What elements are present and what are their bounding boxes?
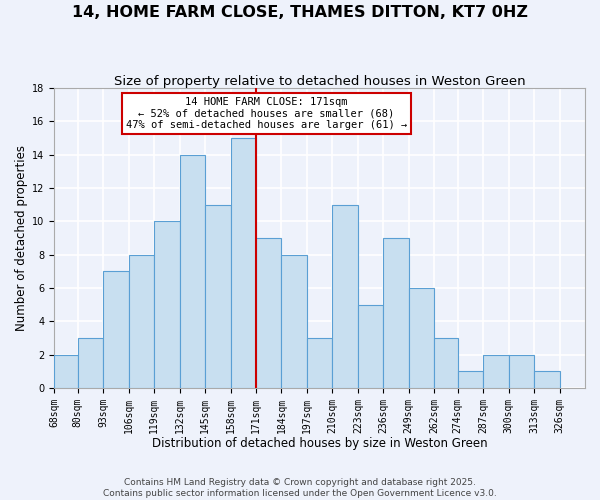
Bar [409,288,434,388]
Bar [509,354,534,388]
Bar [458,371,483,388]
Bar [358,304,383,388]
Bar [154,222,179,388]
Title: Size of property relative to detached houses in Weston Green: Size of property relative to detached ho… [114,75,526,88]
X-axis label: Distribution of detached houses by size in Weston Green: Distribution of detached houses by size … [152,437,487,450]
Bar [434,338,458,388]
Bar [103,271,128,388]
Bar [307,338,332,388]
Bar [179,154,205,388]
Bar [230,138,256,388]
Bar [128,254,154,388]
Bar [383,238,409,388]
Text: Contains HM Land Registry data © Crown copyright and database right 2025.
Contai: Contains HM Land Registry data © Crown c… [103,478,497,498]
Bar [332,204,358,388]
Bar [534,371,560,388]
Y-axis label: Number of detached properties: Number of detached properties [15,145,28,331]
Bar [78,338,103,388]
Bar [256,238,281,388]
Bar [205,204,230,388]
Bar [483,354,509,388]
Text: 14 HOME FARM CLOSE: 171sqm
← 52% of detached houses are smaller (68)
47% of semi: 14 HOME FARM CLOSE: 171sqm ← 52% of deta… [126,97,407,130]
Bar [281,254,307,388]
Text: 14, HOME FARM CLOSE, THAMES DITTON, KT7 0HZ: 14, HOME FARM CLOSE, THAMES DITTON, KT7 … [72,5,528,20]
Bar [54,354,78,388]
